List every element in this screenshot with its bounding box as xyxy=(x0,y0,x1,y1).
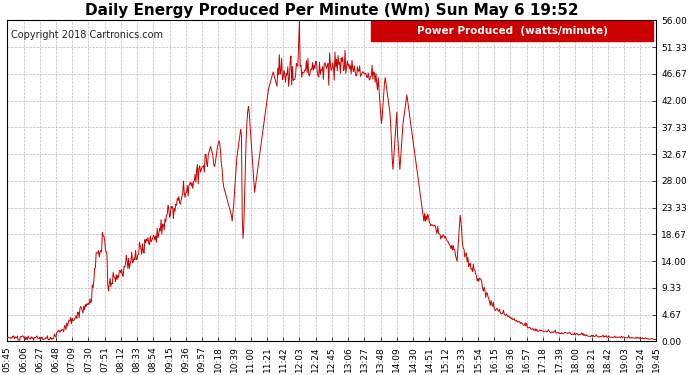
Bar xyxy=(371,21,653,41)
Text: Power Produced  (watts/minute): Power Produced (watts/minute) xyxy=(417,26,607,36)
Text: Copyright 2018 Cartronics.com: Copyright 2018 Cartronics.com xyxy=(10,30,163,40)
Title: Daily Energy Produced Per Minute (Wm) Sun May 6 19:52: Daily Energy Produced Per Minute (Wm) Su… xyxy=(85,3,579,18)
